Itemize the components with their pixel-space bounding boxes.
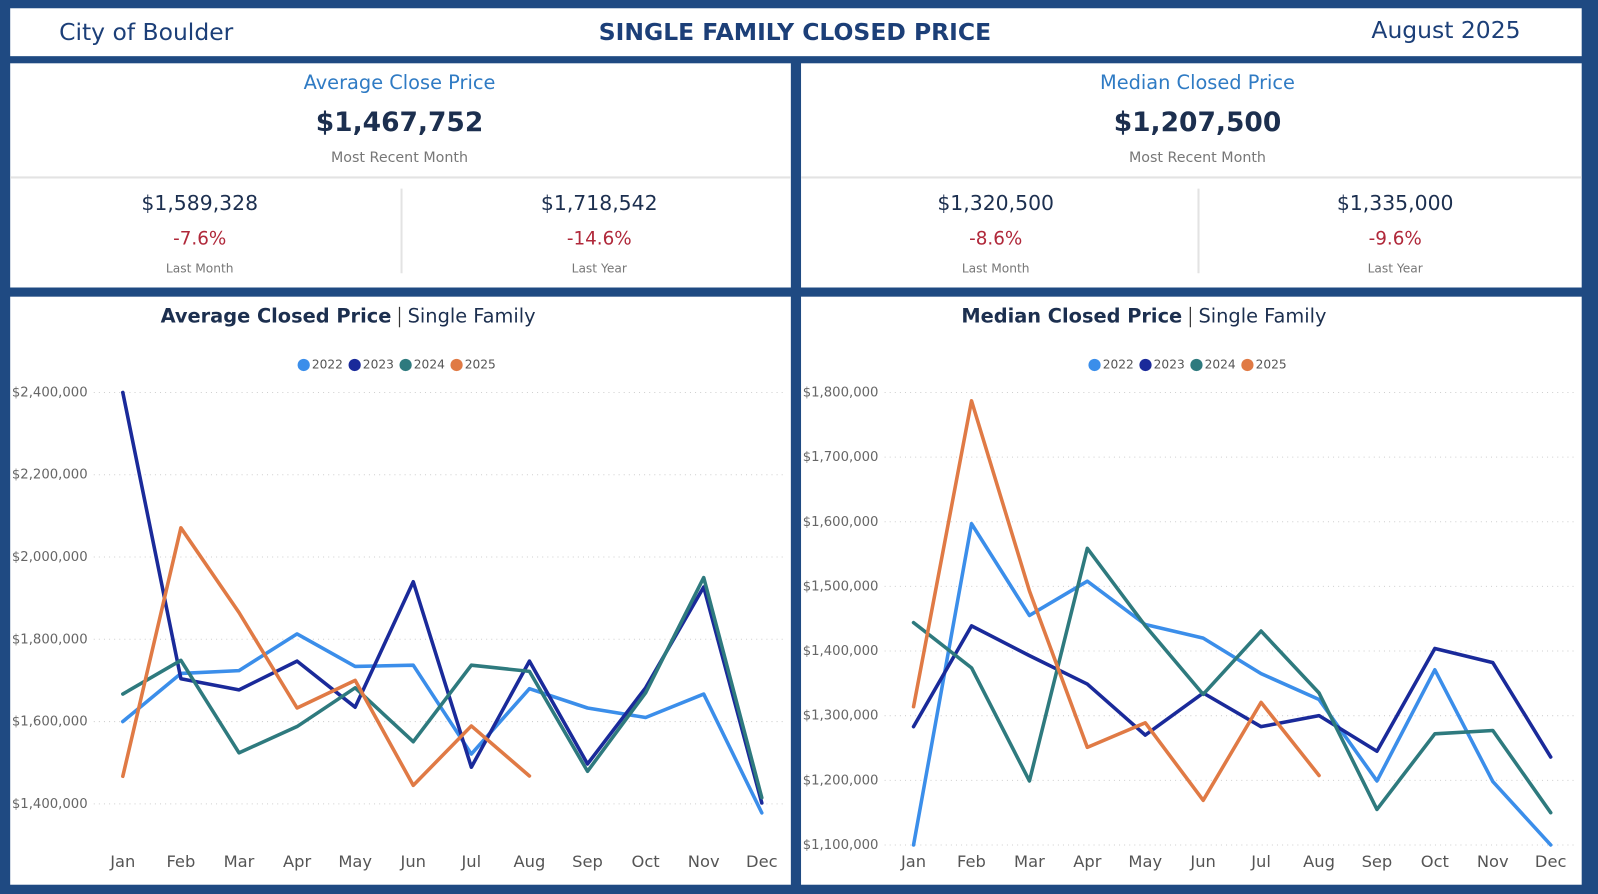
- comparison-change: -9.6%: [1369, 229, 1422, 250]
- kpi-value: $1,467,752: [316, 107, 484, 138]
- legend-marker: [399, 358, 412, 372]
- comparison-value: $1,718,542: [541, 191, 658, 215]
- y-tick-label: $1,600,000: [803, 515, 879, 530]
- comparison-value: $1,320,500: [937, 191, 1054, 215]
- y-tick-label: $1,100,000: [803, 838, 879, 853]
- y-tick-label: $1,700,000: [803, 450, 879, 465]
- comparison-label: Last Month: [962, 262, 1030, 276]
- comparison-label: Last Year: [572, 262, 628, 276]
- series-line: [911, 399, 1321, 803]
- y-tick-label: $2,200,000: [12, 468, 88, 483]
- series-line: [911, 546, 1553, 815]
- x-tick-label: Mar: [224, 852, 255, 871]
- header-title: SINGLE FAMILY CLOSED PRICE: [599, 18, 991, 46]
- y-tick-label: $2,400,000: [12, 385, 88, 400]
- x-tick-label: Oct: [632, 852, 660, 871]
- x-tick-label: Nov: [1477, 852, 1509, 871]
- x-tick-label: Jul: [1250, 852, 1271, 871]
- legend-marker: [1241, 358, 1254, 372]
- header-right: August 2025: [1371, 16, 1520, 44]
- x-tick-label: Aug: [1303, 852, 1335, 871]
- x-tick-label: Dec: [746, 852, 778, 871]
- kpi-note: Most Recent Month: [1129, 150, 1266, 166]
- series-line: [121, 632, 764, 815]
- comparison-label: Last Month: [166, 262, 234, 276]
- series-line: [911, 624, 1553, 759]
- series-line: [121, 575, 764, 800]
- series-line: [121, 526, 532, 788]
- series-line: [911, 521, 1553, 847]
- x-tick-label: Feb: [166, 852, 195, 871]
- chart-title: Average Closed Price: [161, 305, 392, 328]
- x-tick-label: Sep: [572, 852, 603, 871]
- x-tick-label: Jan: [109, 852, 135, 871]
- x-tick-label: Jan: [900, 852, 926, 871]
- legend-label: 2023: [1154, 357, 1185, 371]
- x-tick-label: Jun: [1189, 852, 1215, 871]
- x-tick-label: Mar: [1014, 852, 1045, 871]
- legend-marker: [297, 358, 310, 372]
- comparison-change: -7.6%: [173, 229, 226, 250]
- comparison-change: -8.6%: [969, 229, 1022, 250]
- x-tick-label: Dec: [1535, 852, 1567, 871]
- chart-subtitle: Single Family: [1199, 305, 1327, 328]
- legend-label: 2025: [1256, 357, 1287, 371]
- kpi-title: Median Closed Price: [1100, 71, 1295, 94]
- chart-panel: [10, 296, 791, 885]
- comparison-change: -14.6%: [567, 229, 632, 250]
- chart-title: Median Closed Price: [961, 305, 1182, 328]
- y-tick-label: $1,400,000: [12, 797, 88, 812]
- kpi-panel: [10, 63, 791, 288]
- legend-label: 2022: [1103, 357, 1134, 371]
- y-tick-label: $2,000,000: [12, 550, 88, 565]
- x-tick-label: May: [1128, 852, 1162, 871]
- kpi-value: $1,207,500: [1114, 107, 1282, 138]
- y-tick-label: $1,800,000: [12, 632, 88, 647]
- legend-marker: [450, 358, 463, 372]
- legend-marker: [1088, 358, 1101, 372]
- header-bar: [10, 8, 1582, 57]
- comparison-value: $1,589,328: [141, 191, 258, 215]
- comparison-value: $1,335,000: [1337, 191, 1454, 215]
- kpi-panel: [801, 63, 1582, 288]
- x-tick-label: Feb: [957, 852, 986, 871]
- kpi-card: Average Close Price $1,467,752 Most Rece…: [10, 63, 791, 288]
- y-tick-label: $1,200,000: [803, 773, 879, 788]
- chart-subtitle: Single Family: [408, 305, 536, 328]
- kpi-card: Median Closed Price $1,207,500 Most Rece…: [801, 63, 1582, 288]
- kpi-note: Most Recent Month: [331, 150, 468, 166]
- x-tick-label: May: [338, 852, 372, 871]
- charts: Average Closed Price Single Family 2022 202…: [12, 305, 1574, 871]
- x-tick-label: Apr: [283, 852, 311, 871]
- x-tick-label: Apr: [1073, 852, 1101, 871]
- legend-label: 2025: [465, 357, 496, 371]
- legend-marker: [1190, 358, 1203, 372]
- x-tick-label: Nov: [688, 852, 720, 871]
- kpi-title: Average Close Price: [304, 71, 496, 94]
- y-tick-label: $1,800,000: [803, 385, 879, 400]
- x-tick-label: Jul: [461, 852, 482, 871]
- y-tick-label: $1,500,000: [803, 579, 879, 594]
- legend-marker: [1139, 358, 1152, 372]
- comparison-label: Last Year: [1368, 262, 1424, 276]
- x-tick-label: Oct: [1421, 852, 1449, 871]
- x-tick-label: Aug: [514, 852, 546, 871]
- chart-panel: [801, 296, 1582, 885]
- legend-label: 2023: [363, 357, 394, 371]
- y-tick-label: $1,400,000: [803, 644, 879, 659]
- legend-label: 2024: [414, 357, 445, 371]
- y-tick-label: $1,300,000: [803, 709, 879, 724]
- legend-label: 2022: [312, 357, 343, 371]
- x-tick-label: Sep: [1362, 852, 1393, 871]
- legend-marker: [348, 358, 361, 372]
- legend-label: 2024: [1205, 357, 1236, 371]
- header-left: City of Boulder: [59, 18, 234, 46]
- x-tick-label: Jun: [400, 852, 426, 871]
- y-tick-label: $1,600,000: [12, 715, 88, 730]
